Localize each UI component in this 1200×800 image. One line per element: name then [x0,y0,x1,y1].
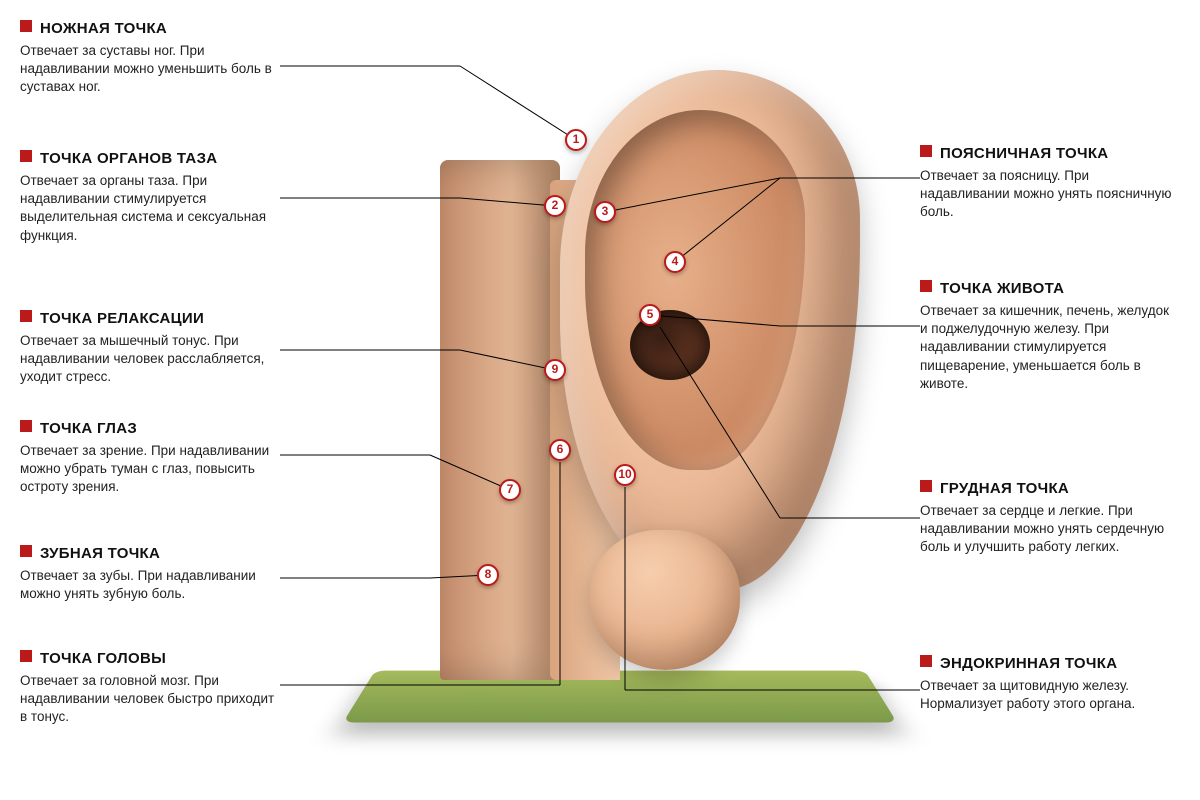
label-head: ТОЧКА ГОЛОВЫ Отвечает за головной мозг. П… [20,650,280,727]
label-title: ЭНДОКРИННАЯ ТОЧКА [940,655,1117,672]
marker-1: 1 [565,129,587,151]
bullet-icon [20,150,32,162]
label-relax: ТОЧКА РЕЛАКСАЦИИ Отвечает за мышечный тон… [20,310,280,387]
marker-7: 7 [499,479,521,501]
marker-10: 10 [614,464,636,486]
bullet-icon [20,20,32,32]
label-title: ПОЯСНИЧНАЯ ТОЧКА [940,145,1108,162]
label-desc: Отвечает за суставы ног. При надавливани… [20,42,280,97]
label-title: ТОЧКА РЕЛАКСАЦИИ [40,310,204,327]
label-desc: Отвечает за органы таза. При надавливани… [20,172,280,245]
label-endocrine: ЭНДОКРИННАЯ ТОЧКА Отвечает за щитовидную … [920,655,1180,713]
label-desc: Отвечает за мышечный тонус. При надавлив… [20,332,280,387]
label-title: ТОЧКА ГОЛОВЫ [40,650,166,667]
label-title: ТОЧКА ГЛАЗ [40,420,137,437]
label-desc: Отвечает за зрение. При надавливании мож… [20,442,280,497]
marker-6: 6 [549,439,571,461]
label-desc: Отвечает за головной мозг. При надавлива… [20,672,280,727]
marker-5: 5 [639,304,661,326]
label-desc: Отвечает за кишечник, печень, желудок и … [920,302,1180,393]
ear-inner [585,110,805,470]
bullet-icon [20,420,32,432]
label-title: ЗУБНАЯ ТОЧКА [40,545,160,562]
bullet-icon [920,280,932,292]
bullet-icon [920,655,932,667]
label-title: ТОЧКА ЖИВОТА [940,280,1064,297]
label-title: ГРУДНАЯ ТОЧКА [940,480,1069,497]
label-desc: Отвечает за поясницу. При надавливании м… [920,167,1180,222]
bullet-icon [920,145,932,157]
label-desc: Отвечает за зубы. При надавливании можно… [20,567,280,603]
model-block-back [440,160,560,680]
ear-outer [560,70,860,590]
ear-lobe [590,530,740,670]
bullet-icon [20,545,32,557]
label-lumbar: ПОЯСНИЧНАЯ ТОЧКА Отвечает за поясницу. Пр… [920,145,1180,222]
label-pelvis: ТОЧКА ОРГАНОВ ТАЗА Отвечает за органы таз… [20,150,280,245]
marker-2: 2 [544,195,566,217]
label-belly: ТОЧКА ЖИВОТА Отвечает за кишечник, печень… [920,280,1180,393]
marker-4: 4 [664,251,686,273]
label-foot: НОЖНАЯ ТОЧКА Отвечает за суставы ног. При… [20,20,280,97]
ear-illustration [380,40,880,740]
label-chest: ГРУДНАЯ ТОЧКА Отвечает за сердце и легкие… [920,480,1180,557]
label-title: ТОЧКА ОРГАНОВ ТАЗА [40,150,217,167]
label-eye: ТОЧКА ГЛАЗ Отвечает за зрение. При надавл… [20,420,280,497]
label-desc: Отвечает за щитовидную железу. Нормализу… [920,677,1180,713]
marker-8: 8 [477,564,499,586]
base-plate [343,671,897,723]
bullet-icon [20,310,32,322]
marker-9: 9 [544,359,566,381]
marker-3: 3 [594,201,616,223]
bullet-icon [920,480,932,492]
label-desc: Отвечает за сердце и легкие. При надавли… [920,502,1180,557]
infographic-container: 1 2 3 4 5 6 7 8 9 10 НОЖНАЯ ТОЧКА Отвечает за суст… [0,0,1200,800]
label-tooth: ЗУБНАЯ ТОЧКА Отвечает за зубы. При надавл… [20,545,280,603]
bullet-icon [20,650,32,662]
label-title: НОЖНАЯ ТОЧКА [40,20,167,37]
